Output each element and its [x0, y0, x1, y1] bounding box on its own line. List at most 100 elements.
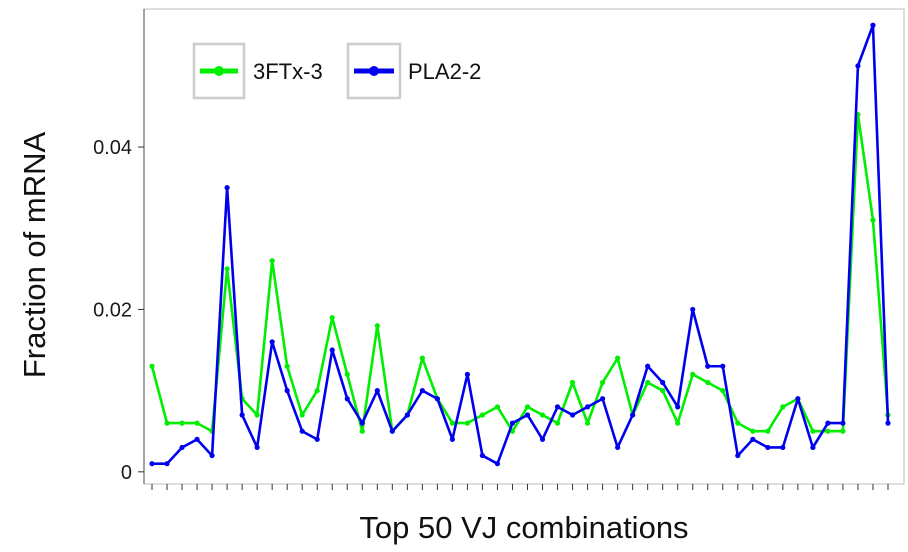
data-point-3ftx-3 [600, 379, 606, 386]
y-tick-label: 0.04 [93, 137, 132, 159]
data-point-pla2-2 [720, 363, 726, 369]
data-point-pla2-2 [735, 452, 741, 459]
data-point-3ftx-3 [269, 258, 275, 264]
data-point-pla2-2 [164, 461, 170, 467]
data-point-3ftx-3 [690, 371, 696, 377]
data-point-3ftx-3 [645, 379, 651, 386]
legend: 3FTx-3 PLA2-2 [192, 42, 481, 100]
data-point-pla2-2 [885, 420, 891, 426]
data-point-pla2-2 [434, 396, 440, 402]
data-point-3ftx-3 [299, 412, 305, 418]
data-point-pla2-2 [494, 461, 501, 467]
legend-key-point-pla2-2 [369, 66, 379, 76]
data-point-pla2-2 [239, 412, 245, 418]
data-point-3ftx-3 [524, 404, 531, 410]
data-point-pla2-2 [855, 63, 861, 69]
data-point-3ftx-3 [615, 355, 621, 361]
data-point-3ftx-3 [224, 266, 230, 272]
data-point-pla2-2 [690, 306, 696, 313]
data-point-pla2-2 [840, 420, 846, 426]
data-point-3ftx-3 [675, 420, 681, 426]
data-point-pla2-2 [780, 444, 786, 451]
data-point-pla2-2 [284, 388, 290, 394]
data-point-3ftx-3 [479, 412, 486, 418]
data-point-3ftx-3 [554, 420, 561, 426]
data-point-3ftx-3 [584, 420, 591, 426]
data-point-pla2-2 [464, 371, 471, 377]
y-tick-label: 0.02 [93, 299, 132, 321]
data-point-3ftx-3 [705, 379, 711, 386]
data-point-pla2-2 [750, 436, 756, 442]
data-point-pla2-2 [615, 444, 621, 451]
data-point-pla2-2 [419, 388, 425, 394]
data-point-pla2-2 [374, 388, 380, 394]
data-point-pla2-2 [479, 452, 486, 459]
data-point-3ftx-3 [870, 217, 876, 223]
data-point-3ftx-3 [164, 420, 170, 426]
data-point-3ftx-3 [840, 428, 846, 434]
data-point-3ftx-3 [284, 363, 290, 369]
data-point-pla2-2 [795, 396, 801, 402]
data-point-pla2-2 [825, 420, 831, 426]
data-point-pla2-2 [554, 404, 561, 410]
data-point-3ftx-3 [810, 428, 816, 434]
data-point-3ftx-3 [494, 404, 501, 410]
data-point-3ftx-3 [254, 412, 260, 418]
data-point-3ftx-3 [359, 428, 365, 434]
data-point-3ftx-3 [179, 420, 185, 426]
legend-key-point-3ftx-3 [214, 66, 224, 76]
data-point-pla2-2 [149, 461, 155, 467]
series-pla2-2 [149, 22, 891, 467]
data-point-pla2-2 [209, 452, 215, 459]
data-point-3ftx-3 [149, 363, 155, 369]
data-point-pla2-2 [524, 412, 531, 418]
data-point-3ftx-3 [735, 420, 741, 426]
data-point-pla2-2 [344, 396, 350, 402]
data-point-pla2-2 [404, 412, 410, 418]
data-point-pla2-2 [359, 420, 365, 426]
y-tick-label: 0 [121, 462, 132, 484]
series-layer [149, 22, 891, 467]
data-point-pla2-2 [660, 379, 666, 386]
data-point-3ftx-3 [720, 388, 726, 394]
data-point-3ftx-3 [660, 388, 666, 394]
x-axis-title: Top 50 VJ combinations [359, 510, 688, 545]
data-point-pla2-2 [314, 436, 320, 442]
legend-label-pla2-2: PLA2-2 [408, 59, 481, 84]
data-point-pla2-2 [675, 404, 681, 410]
y-axis-title: Fraction of mRNA [17, 132, 52, 379]
data-point-pla2-2 [449, 436, 455, 442]
data-point-pla2-2 [329, 347, 335, 353]
data-point-pla2-2 [179, 444, 185, 451]
series-line-pla2-2 [150, 23, 890, 466]
data-point-pla2-2 [299, 428, 305, 434]
x-axis [151, 484, 889, 490]
data-point-pla2-2 [389, 428, 395, 434]
y-axis: 0 0.02 0.04 [93, 9, 145, 484]
data-point-pla2-2 [194, 436, 200, 442]
data-point-pla2-2 [584, 404, 591, 410]
data-point-3ftx-3 [344, 371, 350, 377]
data-point-3ftx-3 [314, 388, 320, 394]
data-point-3ftx-3 [464, 420, 471, 426]
data-point-pla2-2 [269, 339, 275, 345]
panel-border [143, 8, 905, 485]
data-point-pla2-2 [705, 363, 711, 369]
data-point-3ftx-3 [539, 412, 546, 418]
data-point-3ftx-3 [329, 314, 335, 321]
data-point-pla2-2 [630, 412, 636, 418]
data-point-3ftx-3 [194, 420, 200, 426]
data-point-3ftx-3 [825, 428, 831, 434]
data-point-3ftx-3 [569, 379, 576, 386]
data-point-pla2-2 [254, 444, 260, 451]
data-point-pla2-2 [870, 22, 876, 28]
data-point-3ftx-3 [765, 428, 771, 434]
data-point-pla2-2 [765, 444, 771, 451]
data-point-pla2-2 [645, 363, 651, 369]
data-point-3ftx-3 [419, 355, 425, 361]
data-point-3ftx-3 [780, 404, 786, 410]
data-point-3ftx-3 [750, 428, 756, 434]
data-point-pla2-2 [224, 185, 230, 191]
data-point-pla2-2 [569, 412, 576, 418]
